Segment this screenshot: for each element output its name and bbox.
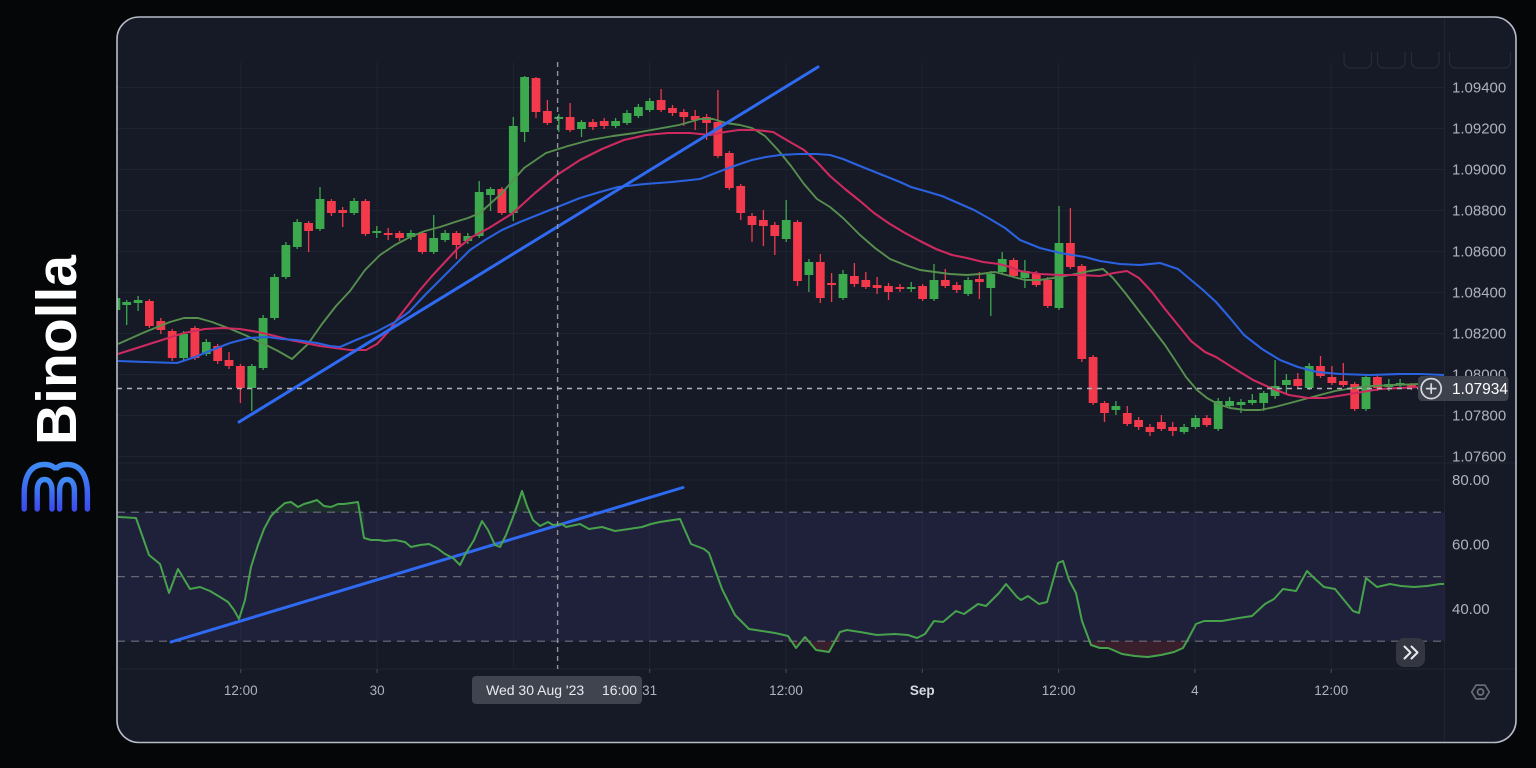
svg-text:1.09400: 1.09400 [1452, 80, 1506, 97]
svg-text:16:00: 16:00 [602, 682, 637, 698]
svg-text:60.00: 60.00 [1452, 537, 1490, 554]
svg-text:12:00: 12:00 [1314, 683, 1348, 698]
svg-text:Wed 30 Aug '23: Wed 30 Aug '23 [486, 682, 584, 698]
svg-text:12:00: 12:00 [224, 683, 258, 698]
svg-text:Sep: Sep [910, 683, 935, 698]
svg-text:1.07934: 1.07934 [1452, 381, 1508, 398]
svg-text:1.07800: 1.07800 [1452, 408, 1506, 425]
svg-text:1.08800: 1.08800 [1452, 203, 1506, 220]
svg-text:1.08400: 1.08400 [1452, 285, 1506, 302]
svg-text:40.00: 40.00 [1452, 601, 1490, 618]
svg-text:80.00: 80.00 [1452, 472, 1490, 489]
svg-text:30: 30 [370, 683, 385, 698]
svg-text:Binolla: Binolla [25, 254, 89, 445]
svg-text:31: 31 [642, 683, 657, 698]
svg-text:4: 4 [1191, 683, 1199, 698]
svg-text:1.08600: 1.08600 [1452, 244, 1506, 261]
svg-text:12:00: 12:00 [769, 683, 803, 698]
svg-text:12:00: 12:00 [1042, 683, 1076, 698]
svg-text:1.07600: 1.07600 [1452, 449, 1506, 466]
svg-text:1.08200: 1.08200 [1452, 326, 1506, 343]
svg-text:1.09000: 1.09000 [1452, 162, 1506, 179]
svg-text:1.09200: 1.09200 [1452, 121, 1506, 138]
